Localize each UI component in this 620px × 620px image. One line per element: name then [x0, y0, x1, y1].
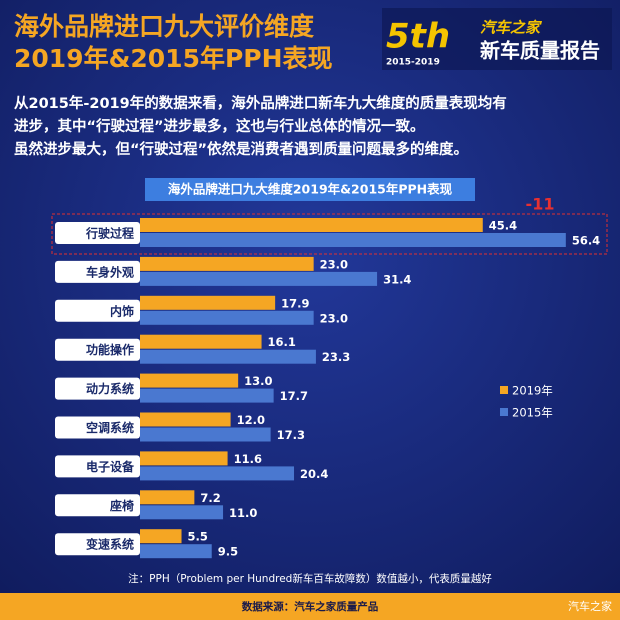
value-label: 13.0	[244, 374, 272, 388]
value-label: 11.0	[229, 506, 257, 520]
bar	[140, 505, 224, 520]
bar	[140, 388, 274, 403]
value-label: 56.4	[572, 234, 600, 248]
value-label: 9.5	[218, 545, 238, 559]
category-label: 动力系统	[86, 381, 134, 396]
title-line: 海外品牌进口九大评价维度	[14, 12, 314, 41]
value-label: 17.7	[280, 389, 308, 403]
value-label: 7.2	[200, 491, 220, 505]
category-label: 变速系统	[86, 537, 134, 552]
bar	[140, 529, 182, 544]
footer-source: 数据来源：汽车之家质量产品	[241, 600, 379, 613]
category-label: 功能操作	[86, 342, 134, 357]
value-label: 45.4	[489, 219, 517, 233]
category-box	[55, 260, 140, 283]
intro-line: 虽然进步最大，但“行驶过程”依然是消费者遇到质量问题最多的维度。	[14, 140, 468, 158]
legend-label: 2015年	[512, 406, 553, 420]
value-label: 17.9	[281, 296, 309, 310]
footer-bar	[0, 593, 620, 620]
category-box	[55, 455, 140, 478]
bar	[140, 334, 262, 349]
value-label: 16.1	[268, 335, 296, 349]
bar	[140, 544, 212, 559]
category-box	[55, 533, 140, 556]
value-label: 23.0	[320, 311, 348, 325]
value-label: 12.0	[237, 413, 265, 427]
category-label: 内饰	[110, 303, 134, 318]
chart-title: 海外品牌进口九大维度2019年&2015年PPH表现	[168, 182, 453, 197]
legend-label: 2019年	[512, 384, 553, 398]
value-label: 17.3	[277, 428, 305, 442]
value-label: 11.6	[234, 452, 262, 466]
value-label: 5.5	[188, 530, 208, 544]
logo-box	[382, 8, 612, 70]
value-label: 23.3	[322, 350, 350, 364]
bar	[140, 373, 239, 388]
bar	[140, 218, 483, 232]
bar	[140, 349, 316, 364]
category-label: 行驶过程	[85, 226, 134, 241]
legend-swatch	[500, 386, 508, 394]
bar	[140, 233, 566, 247]
intro-line: 进步，其中“行驶过程”进步最多，这也与行业总体的情况一致。	[14, 117, 425, 135]
bar	[140, 451, 228, 466]
legend-swatch	[500, 408, 508, 416]
note: 注：PPH（Problem per Hundred新车百车故障数）数值越小，代表…	[128, 572, 492, 585]
chart-title-box	[145, 178, 475, 201]
bar	[140, 412, 231, 427]
annotation: -11	[526, 195, 555, 214]
bar	[140, 295, 276, 310]
watermark: 汽车之家	[568, 599, 612, 613]
bar	[140, 466, 295, 481]
category-box	[55, 222, 140, 244]
category-box	[55, 494, 140, 517]
category-box	[55, 338, 140, 361]
value-label: 20.4	[300, 467, 328, 481]
category-label: 座椅	[109, 498, 134, 513]
highlight-box	[51, 213, 608, 255]
category-label: 车身外观	[86, 264, 134, 279]
bar	[140, 490, 195, 505]
category-box	[55, 377, 140, 400]
logo-edition: 5th	[386, 17, 450, 57]
category-box	[55, 416, 140, 439]
logo-brand: 汽车之家	[480, 19, 543, 37]
intro-line: 从2015年-2019年的数据来看，海外品牌进口新车九大维度的质量表现均有	[14, 94, 507, 112]
category-box	[55, 299, 140, 322]
bar	[140, 310, 314, 325]
bar	[140, 427, 271, 442]
value-label: 23.0	[320, 257, 348, 271]
bar	[140, 271, 378, 286]
logo-years: 2015-2019	[386, 58, 440, 68]
bar	[140, 256, 314, 271]
value-label: 31.4	[383, 272, 411, 286]
category-label: 电子设备	[86, 459, 135, 474]
category-label: 空调系统	[86, 420, 134, 435]
title-line: 2019年&2015年PPH表现	[14, 44, 333, 73]
plot: 行驶过程 45.4 56.4 车身外观 23.0 31.4 内饰 17.9 23.0 功能操作 16…	[55, 218, 600, 559]
logo-report: 新车质量报告	[480, 39, 600, 63]
